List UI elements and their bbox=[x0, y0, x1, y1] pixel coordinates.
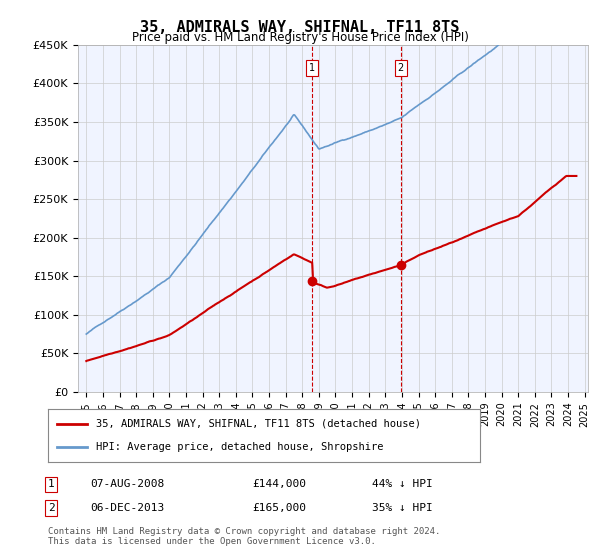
Text: 07-AUG-2008: 07-AUG-2008 bbox=[90, 479, 164, 489]
Text: 44% ↓ HPI: 44% ↓ HPI bbox=[372, 479, 433, 489]
Text: 1: 1 bbox=[309, 63, 315, 73]
Text: £144,000: £144,000 bbox=[252, 479, 306, 489]
Text: 1: 1 bbox=[47, 479, 55, 489]
Text: 2: 2 bbox=[397, 63, 404, 73]
Text: 35, ADMIRALS WAY, SHIFNAL, TF11 8TS: 35, ADMIRALS WAY, SHIFNAL, TF11 8TS bbox=[140, 20, 460, 35]
Text: 2: 2 bbox=[47, 503, 55, 513]
Text: HPI: Average price, detached house, Shropshire: HPI: Average price, detached house, Shro… bbox=[95, 442, 383, 452]
Text: Price paid vs. HM Land Registry's House Price Index (HPI): Price paid vs. HM Land Registry's House … bbox=[131, 31, 469, 44]
Text: 35, ADMIRALS WAY, SHIFNAL, TF11 8TS (detached house): 35, ADMIRALS WAY, SHIFNAL, TF11 8TS (det… bbox=[95, 419, 421, 429]
Text: 06-DEC-2013: 06-DEC-2013 bbox=[90, 503, 164, 513]
Text: 35% ↓ HPI: 35% ↓ HPI bbox=[372, 503, 433, 513]
Text: Contains HM Land Registry data © Crown copyright and database right 2024.
This d: Contains HM Land Registry data © Crown c… bbox=[48, 526, 440, 546]
Text: £165,000: £165,000 bbox=[252, 503, 306, 513]
